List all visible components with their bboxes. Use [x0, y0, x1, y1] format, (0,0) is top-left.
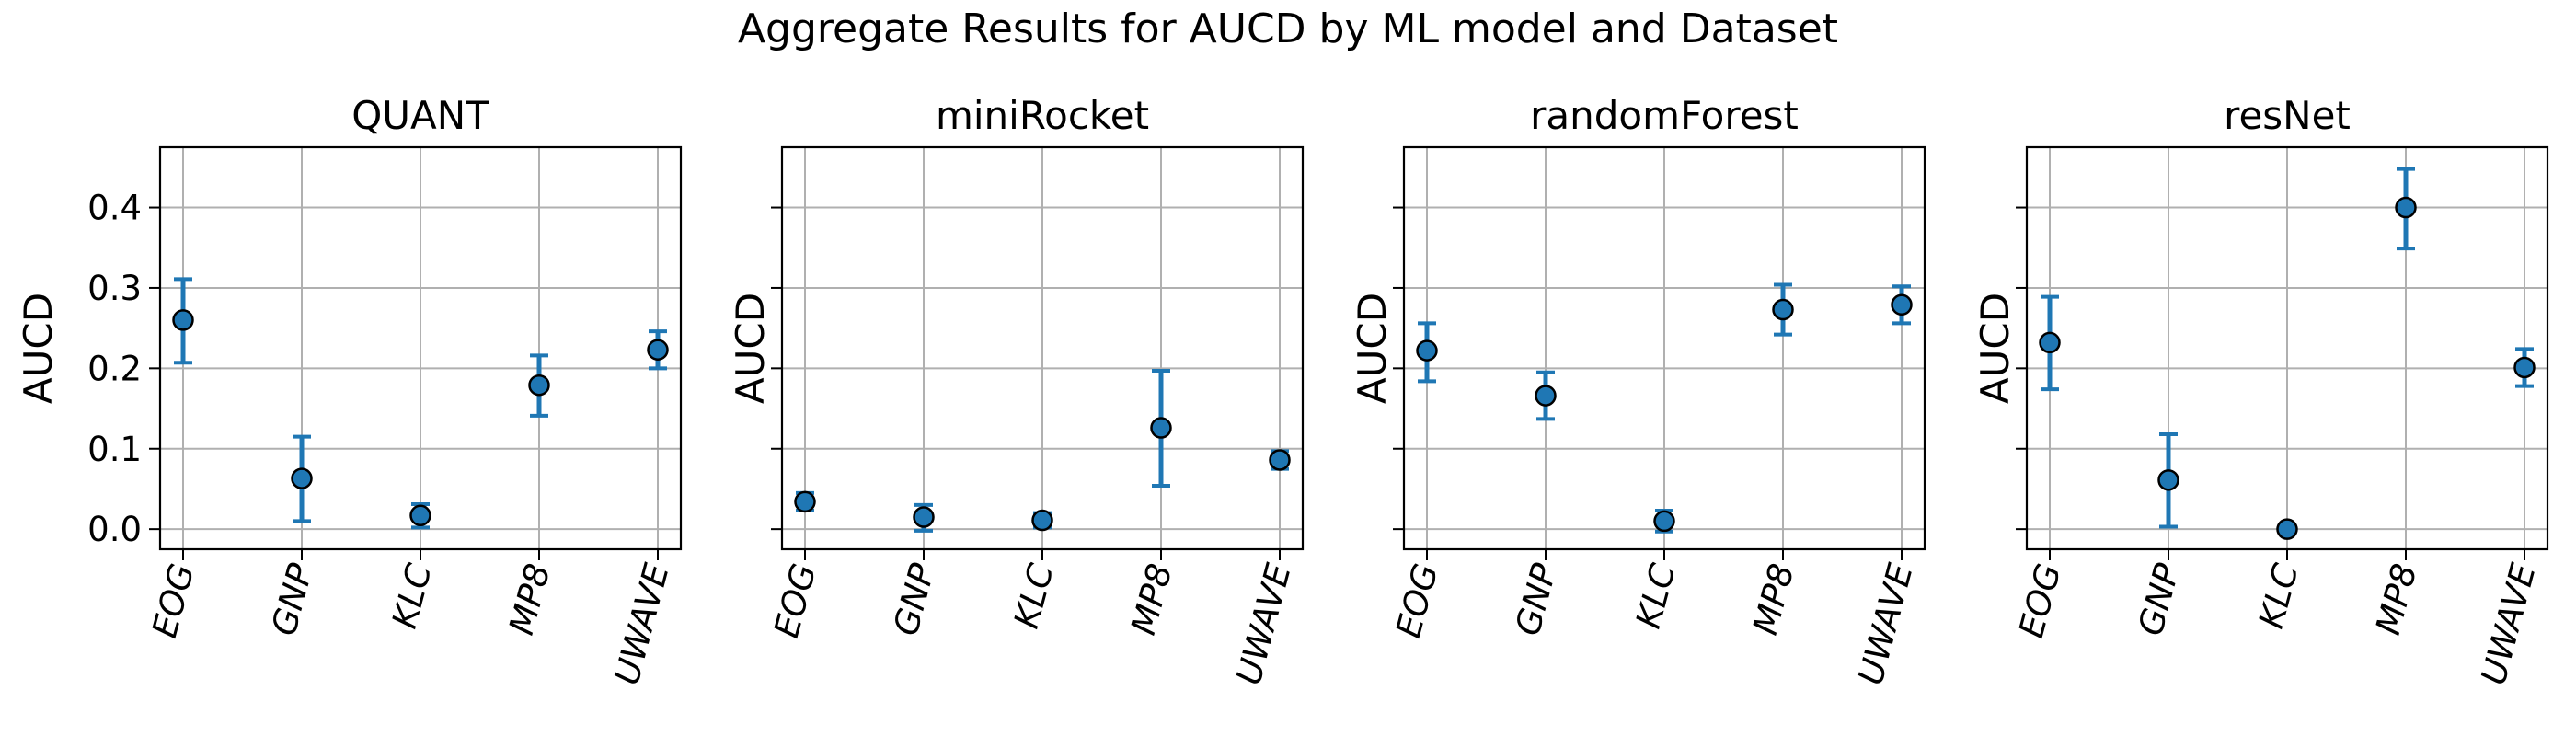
data-point: [1535, 385, 1557, 407]
y-tick-label: 0.4: [87, 189, 142, 228]
data-point: [2039, 331, 2061, 354]
x-tick-label: GNP: [1508, 559, 1565, 640]
data-point: [1416, 339, 1438, 362]
x-tick-label: MP8: [501, 559, 558, 638]
data-point: [2513, 356, 2536, 379]
y-axis-label: AUCD: [1350, 293, 1395, 404]
panel-title: randomForest: [1530, 93, 1799, 138]
y-tick-label: 0.3: [87, 269, 142, 308]
x-tick-label: UWAVE: [2473, 559, 2543, 689]
x-tick-label: EOG: [2011, 559, 2069, 642]
x-tick-label: KLC: [1006, 559, 1062, 633]
x-tick-label: MP8: [2368, 559, 2425, 638]
panel-title: QUANT: [351, 93, 489, 138]
y-tick-label: 0.2: [87, 349, 142, 388]
x-tick-label: KLC: [385, 559, 440, 633]
data-point: [1031, 509, 1053, 532]
x-tick-label: UWAVE: [1228, 559, 1298, 689]
data-point: [1269, 449, 1291, 471]
x-tick-label: EOG: [144, 559, 202, 642]
data-point: [2276, 518, 2298, 540]
data-point: [1150, 417, 1172, 439]
y-axis-label: AUCD: [728, 293, 773, 404]
data-point: [528, 374, 550, 397]
x-tick-label: UWAVE: [1850, 559, 1920, 689]
y-axis-label: AUCD: [16, 293, 61, 404]
panel-title: miniRocket: [936, 93, 1149, 138]
data-point: [794, 490, 816, 513]
data-point: [647, 339, 669, 361]
x-tick-label: EOG: [1388, 559, 1446, 642]
y-tick-label: 0.0: [87, 510, 142, 549]
chart-title: Aggregate Results for AUCD by ML model a…: [738, 6, 1838, 52]
panel-title: resNet: [2224, 93, 2351, 138]
x-tick-label: GNP: [2131, 559, 2188, 640]
x-tick-label: UWAVE: [606, 559, 676, 689]
x-tick-label: EOG: [766, 559, 824, 642]
data-point: [2157, 469, 2179, 491]
x-tick-label: GNP: [886, 559, 943, 640]
data-point: [1653, 510, 1675, 533]
data-point: [409, 504, 431, 527]
data-point: [172, 309, 194, 331]
data-point: [1891, 293, 1913, 316]
x-tick-label: KLC: [1628, 559, 1684, 633]
y-tick-label: 0.1: [87, 430, 142, 469]
chart-panels: 0.0 0.1 0.2 0.3 0.4 AUCD QUANT EOG GNP KLC MP8 UWAV…: [16, 93, 2549, 689]
y-axis-label: AUCD: [1972, 293, 2018, 404]
panel-resNet: AUCD resNet EOG GNP KLC MP8 UWAVE: [1972, 93, 2549, 689]
x-tick-label: MP8: [1123, 559, 1180, 638]
data-point: [1772, 298, 1794, 321]
x-tick-label: KLC: [2251, 559, 2306, 633]
panel-miniRocket: AUCD miniRocket EOG GNP KLC MP8 UWAVE: [728, 93, 1305, 689]
x-tick-label: MP8: [1745, 559, 1802, 638]
panel-randomForest: AUCD randomForest EOG GNP KLC MP8 UWAVE: [1350, 93, 1926, 689]
data-point: [913, 506, 935, 528]
panel-QUANT: 0.0 0.1 0.2 0.3 0.4 AUCD QUANT EOG GNP KLC MP8 UWAV…: [16, 93, 683, 689]
data-point: [2395, 196, 2417, 219]
x-tick-label: GNP: [264, 559, 321, 640]
data-point: [291, 467, 313, 489]
